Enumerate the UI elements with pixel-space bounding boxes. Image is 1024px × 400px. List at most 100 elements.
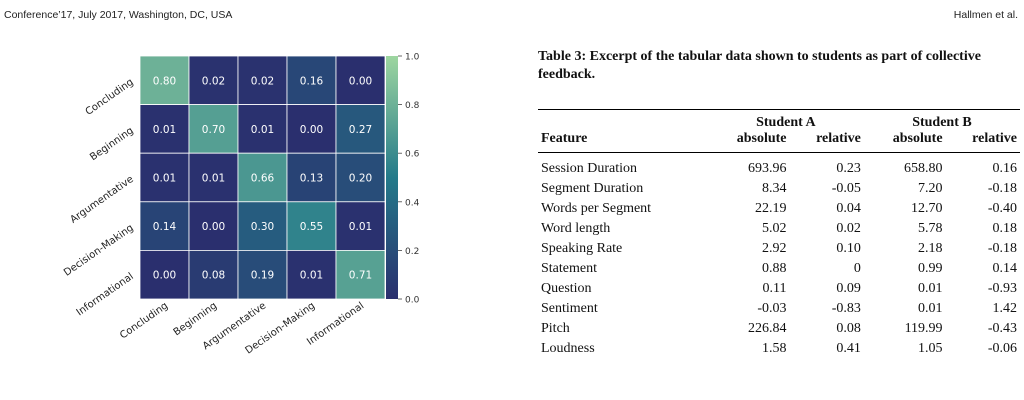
value-cell: 0.08 [836, 321, 861, 336]
value-cell: 0.14 [992, 261, 1018, 276]
value-cell: 226.84 [748, 321, 787, 336]
feature-name-cell: Segment Duration [541, 181, 644, 196]
heatmap-cell-label: 0.01 [153, 173, 176, 185]
heatmap-cell-label: 0.00 [153, 270, 176, 282]
heatmap-cell [286, 152, 337, 203]
heatmap-cell-label: 0.02 [202, 75, 225, 87]
colorbar-tick-label: 0.2 [405, 247, 419, 257]
row-label: Concluding [84, 77, 136, 118]
running-head-right: Hallmen et al. [953, 9, 1018, 21]
row-label: Beginning [88, 125, 135, 163]
feature-name-cell: Question [541, 281, 592, 296]
table-row: Pitch 226.84 0.08 119.99 -0.43 [538, 319, 1020, 339]
row-label: Informational [75, 271, 136, 318]
heatmap-column-labels: Concluding BeginningArgumentativeDecision… [118, 300, 366, 356]
heatmap-cell [335, 104, 386, 154]
table-row: Speaking Rate 2.92 0.10 2.18 -0.18 [538, 239, 1020, 259]
column-header-value: absolute [707, 131, 790, 153]
heatmap-cell-label: 0.20 [349, 173, 372, 185]
feature-name-cell: Session Duration [541, 161, 638, 176]
value-cell: -0.43 [987, 321, 1017, 336]
column-header-value: absolute [863, 131, 946, 153]
heatmap-cell-label: 0.80 [153, 75, 176, 87]
heatmap-cell [188, 249, 239, 300]
heatmap-cell [335, 201, 386, 251]
colorbar-tick-label: 1.0 [405, 53, 420, 63]
feature-name-cell: Pitch [541, 321, 570, 336]
heatmap-cell-label: 0.14 [153, 221, 177, 233]
value-cell: -0.03 [757, 301, 787, 316]
row-label: Decision-Making [62, 223, 136, 279]
heatmap-cell-label: 0.13 [300, 173, 323, 185]
table-row: Statement 0.88 0 0.99 0.14 [538, 259, 1020, 279]
value-cell: 693.96 [748, 161, 787, 176]
column-header-row: Feature absolute relative absolute relative [538, 131, 1020, 153]
heatmap-cell [286, 201, 337, 251]
feature-name-cell: Word length [541, 221, 611, 236]
value-cell: -0.83 [831, 301, 861, 316]
value-cell: 119.99 [904, 321, 943, 336]
table-row: Sentiment -0.03 -0.83 0.01 1.42 [538, 299, 1020, 319]
table-row: Segment Duration 8.34 -0.05 7.20 -0.18 [538, 179, 1020, 199]
heatmap-cell-label: 0.00 [349, 75, 372, 87]
table-row: Words per Segment 22.19 0.04 12.70 -0.40 [538, 199, 1020, 219]
colorbar: 0.0 0.2 0.4 0.6 0.8 1.0 [386, 53, 420, 306]
running-head-left: Conference’17, July 2017, Washington, DC… [4, 9, 233, 21]
value-cell: -0.06 [987, 341, 1017, 356]
heatmap-cell-label: 0.19 [251, 270, 274, 282]
table-row: Word length 5.02 0.02 5.78 0.18 [538, 219, 1020, 239]
heatmap-cell-label: 0.70 [202, 124, 225, 136]
value-cell: 0.01 [918, 281, 943, 296]
value-cell: 0 [853, 261, 861, 276]
heatmap-cell [188, 55, 239, 105]
heatmap-cell [139, 249, 190, 300]
heatmap-cell [139, 201, 190, 251]
value-cell: 0.18 [992, 221, 1018, 236]
heatmap-cell [188, 152, 239, 203]
value-cell: 1.58 [762, 341, 787, 356]
colorbar-tick-label: 0.4 [405, 198, 420, 208]
table-row: Session Duration 693.96 0.23 658.80 0.16 [538, 153, 1020, 180]
value-cell: 2.92 [762, 241, 787, 256]
value-cell: 8.34 [762, 181, 787, 196]
heatmap-cell-label: 0.01 [251, 124, 274, 136]
value-cell: 7.20 [918, 181, 943, 196]
value-cell: 0.88 [762, 261, 787, 276]
heatmap-row-labels: Concluding Beginning ArgumentativeDecision… [62, 77, 136, 319]
heatmap-cell [335, 249, 386, 300]
heatmap-cell [237, 201, 288, 251]
value-cell: 12.70 [911, 201, 943, 216]
heatmap-cells: 0.80 0.02 0.02 0.16 0.00 0.01 0.70 0.01 0.00 0.27… [139, 55, 386, 300]
table-body: Session Duration 693.96 0.23 658.80 0.16 Segm… [538, 153, 1020, 360]
heatmap-cell-label: 0.02 [251, 75, 274, 87]
heatmap-cell-label: 0.01 [300, 270, 323, 282]
table-caption: Table 3: Excerpt of the tabular data sho… [538, 49, 981, 82]
heatmap-cell-label: 0.30 [251, 221, 274, 233]
heatmap-cell-label: 0.08 [202, 270, 225, 282]
value-cell: 0.01 [918, 301, 943, 316]
value-cell: -0.93 [987, 281, 1017, 296]
value-cell: -0.40 [987, 201, 1017, 216]
heatmap-cell-label: 0.01 [153, 124, 176, 136]
column-label: Concluding [118, 300, 170, 341]
feature-name-cell: Words per Segment [541, 201, 652, 216]
value-cell: 0.99 [918, 261, 943, 276]
feature-name-cell: Loudness [541, 341, 595, 356]
colorbar-gradient [386, 56, 398, 299]
colorbar-tick-label: 0.0 [405, 296, 420, 306]
heatmap-cell-label: 0.27 [349, 124, 372, 136]
value-cell: 22.19 [755, 201, 787, 216]
value-cell: 0.11 [762, 281, 787, 296]
colorbar-tick-label: 0.6 [405, 150, 420, 160]
feature-name-cell: Sentiment [541, 301, 598, 316]
heatmap-cell-label: 0.00 [202, 221, 225, 233]
value-cell: 0.41 [836, 341, 861, 356]
value-cell: 0.02 [836, 221, 861, 236]
row-label: Argumentative [68, 174, 135, 226]
value-cell: -0.18 [987, 181, 1017, 196]
confusion-matrix-heatmap: 0.80 0.02 0.02 0.16 0.00 0.01 0.70 0.01 0.00 0.27… [62, 53, 420, 357]
heatmap-cell [139, 104, 190, 154]
heatmap-cell-label: 0.01 [202, 173, 225, 185]
heatmap-cell [139, 55, 190, 105]
value-cell: 2.18 [918, 241, 943, 256]
